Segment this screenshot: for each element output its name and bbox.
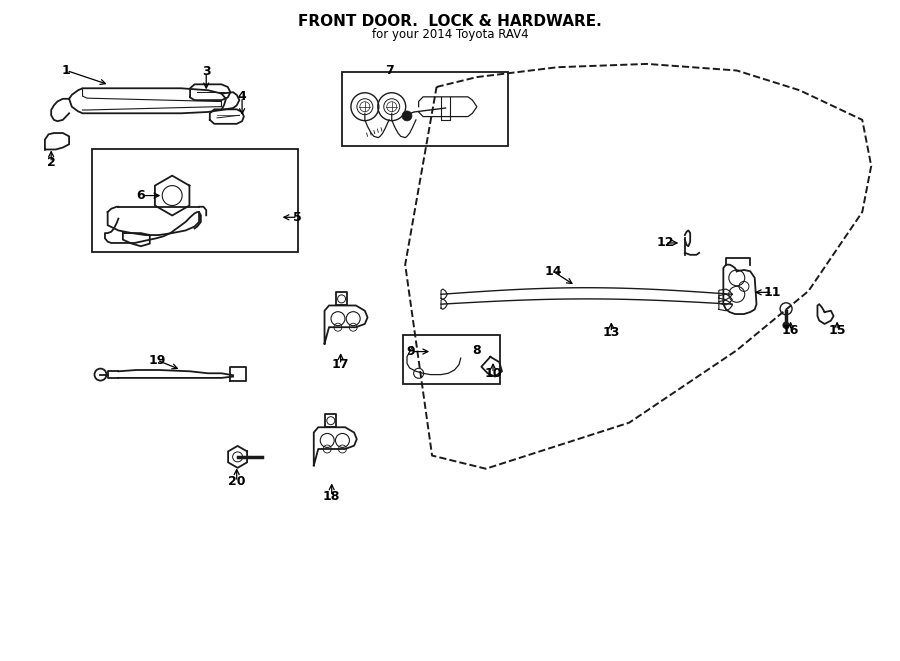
Text: 5: 5 <box>293 211 302 224</box>
Text: 12: 12 <box>656 237 674 249</box>
Text: 9: 9 <box>406 345 415 358</box>
Text: 7: 7 <box>384 64 393 77</box>
Text: 10: 10 <box>484 367 502 380</box>
Bar <box>403 335 500 385</box>
Circle shape <box>783 323 789 329</box>
Text: 8: 8 <box>472 344 482 357</box>
Circle shape <box>402 111 412 121</box>
Text: 11: 11 <box>764 286 781 299</box>
Text: 17: 17 <box>332 358 349 371</box>
Bar <box>92 149 298 252</box>
Text: 20: 20 <box>228 475 246 488</box>
Bar <box>343 73 508 146</box>
Text: 15: 15 <box>828 324 846 337</box>
Text: 6: 6 <box>137 189 145 202</box>
Text: 13: 13 <box>603 326 620 339</box>
Text: for your 2014 Toyota RAV4: for your 2014 Toyota RAV4 <box>372 28 528 41</box>
Text: 16: 16 <box>782 324 799 337</box>
Text: 14: 14 <box>544 265 562 278</box>
Text: 1: 1 <box>62 64 71 77</box>
Text: 19: 19 <box>148 354 166 367</box>
Text: 3: 3 <box>202 65 211 78</box>
Text: 2: 2 <box>47 156 56 169</box>
Text: FRONT DOOR.  LOCK & HARDWARE.: FRONT DOOR. LOCK & HARDWARE. <box>298 15 602 29</box>
Text: 4: 4 <box>238 91 247 103</box>
Text: 18: 18 <box>323 490 340 503</box>
